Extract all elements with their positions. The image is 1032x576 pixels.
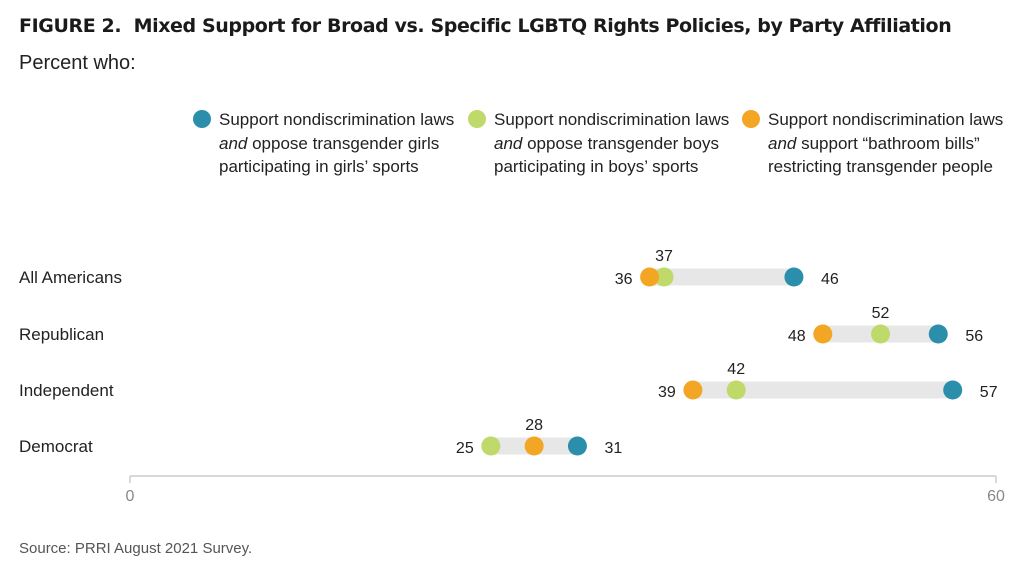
legend-teal-post: oppose transgender girls participating i…	[219, 133, 440, 177]
legend-orange-em: and	[768, 133, 797, 153]
data-point-orange	[813, 324, 833, 344]
category-label: Democrat	[19, 437, 93, 456]
figure-title-text: Mixed Support for Broad vs. Specific LGB…	[133, 15, 952, 37]
chart-title: FIGURE 2. Mixed Support for Broad vs. Sp…	[19, 15, 952, 37]
data-label-orange: 48	[788, 328, 806, 345]
data-point-orange	[683, 380, 703, 400]
data-label-teal: 57	[980, 384, 998, 401]
category-label: Independent	[19, 381, 114, 400]
data-label-green: 42	[727, 361, 745, 378]
data-point-teal	[567, 436, 587, 456]
source-note: Source: PRRI August 2021 Survey.	[19, 540, 253, 557]
legend-green-pre: Support nondiscrimination laws	[494, 110, 730, 129]
legend-orange-post: support “bathroom bills” restricting tra…	[768, 133, 993, 177]
data-point-orange	[524, 436, 544, 456]
legend-green-em: and	[494, 133, 523, 153]
range-bar	[692, 381, 953, 399]
data-point-green	[871, 324, 891, 344]
data-point-green	[481, 436, 501, 456]
legend-teal-pre: Support nondiscrimination laws	[219, 110, 455, 129]
legend-teal-em: and	[219, 133, 248, 153]
data-label-orange: 39	[658, 384, 676, 401]
chart-subtitle: Percent who:	[19, 52, 136, 74]
data-label-green: 25	[456, 440, 474, 457]
legend-swatch-orange	[742, 110, 760, 128]
data-point-teal	[943, 380, 963, 400]
x-axis-tick-label: 60	[987, 488, 1005, 505]
legend-text-teal: Support nondiscrimination laws and oppos…	[219, 108, 459, 179]
data-label-teal: 31	[605, 440, 623, 457]
data-point-green	[726, 380, 746, 400]
data-label-teal: 56	[965, 328, 983, 345]
category-label: Republican	[19, 325, 104, 344]
data-label-green: 37	[655, 248, 673, 265]
legend-green-post: oppose transgender boys participating in…	[494, 133, 719, 177]
data-point-teal	[928, 324, 948, 344]
range-bar	[649, 268, 794, 286]
legend-text-orange: Support nondiscrimination laws and suppo…	[768, 108, 1008, 179]
data-point-green	[654, 267, 674, 287]
legend-text-green: Support nondiscrimination laws and oppos…	[494, 108, 734, 179]
data-point-orange	[640, 267, 660, 287]
data-label-orange: 28	[525, 417, 543, 434]
figure-label: FIGURE 2.	[19, 15, 122, 37]
data-label-orange: 36	[615, 271, 633, 288]
data-label-green: 52	[872, 305, 890, 322]
data-point-teal	[784, 267, 804, 287]
data-label-teal: 46	[821, 271, 839, 288]
x-axis-tick-label: 0	[126, 488, 135, 505]
legend-orange-pre: Support nondiscrimination laws	[768, 110, 1004, 129]
legend-swatch-green	[468, 110, 486, 128]
legend-swatch-teal	[193, 110, 211, 128]
category-label: All Americans	[19, 268, 122, 287]
